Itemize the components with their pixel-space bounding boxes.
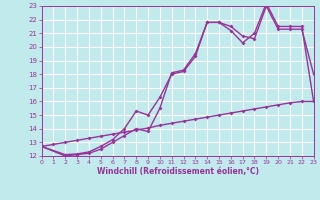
X-axis label: Windchill (Refroidissement éolien,°C): Windchill (Refroidissement éolien,°C)	[97, 167, 259, 176]
